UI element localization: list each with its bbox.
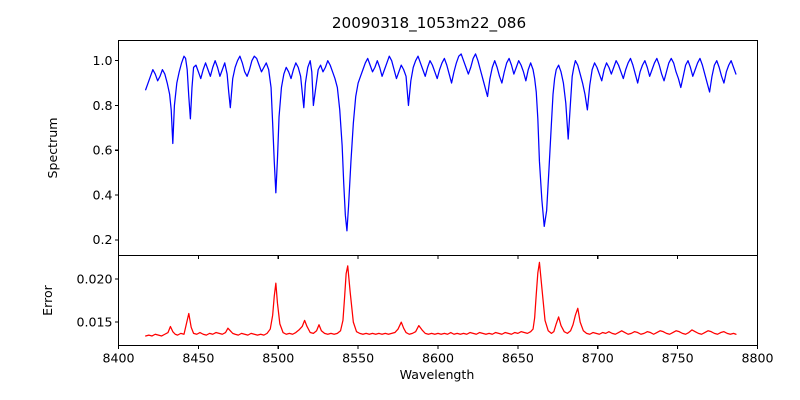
- x-tick-label: 8700: [582, 351, 614, 366]
- x-tick-label: 8600: [422, 351, 454, 366]
- spectrum-panel: 0.2 0.4 0.6 0.8 1.0 Spectrum: [45, 39, 759, 259]
- error-y-tick-label: 0.020: [76, 271, 112, 286]
- spectrum-y-tick-label: 0.6: [92, 143, 112, 158]
- error-y-axis-title: Error: [40, 284, 55, 316]
- spectrum-y-tick-label: 0.8: [92, 98, 112, 113]
- x-tick-label: 8750: [662, 351, 694, 366]
- page-title: 20090318_1053m22_086: [332, 14, 526, 33]
- x-tick-label: 8400: [102, 351, 134, 366]
- x-axis-title: Wavelength: [400, 367, 475, 382]
- error-panel: 0.015 0.020 8400 8450 8500 8550 8600 8650 8700 87…: [40, 254, 774, 366]
- x-tick-label: 8500: [262, 351, 294, 366]
- spectrum-y-tick-label: 0.2: [92, 232, 112, 247]
- x-tick-label: 8800: [741, 351, 773, 366]
- spectrum-series-line: [145, 53, 737, 232]
- spectrum-y-tick-label: 1.0: [92, 53, 112, 68]
- x-tick-label: 8650: [502, 351, 534, 366]
- x-tick-label: 8450: [182, 351, 214, 366]
- x-tick-label: 8550: [342, 351, 374, 366]
- error-y-tick-label: 0.015: [76, 315, 112, 330]
- error-series-line: [145, 261, 737, 337]
- spectrum-y-axis-title: Spectrum: [45, 117, 60, 178]
- spectrum-y-tick-label: 0.4: [92, 187, 112, 202]
